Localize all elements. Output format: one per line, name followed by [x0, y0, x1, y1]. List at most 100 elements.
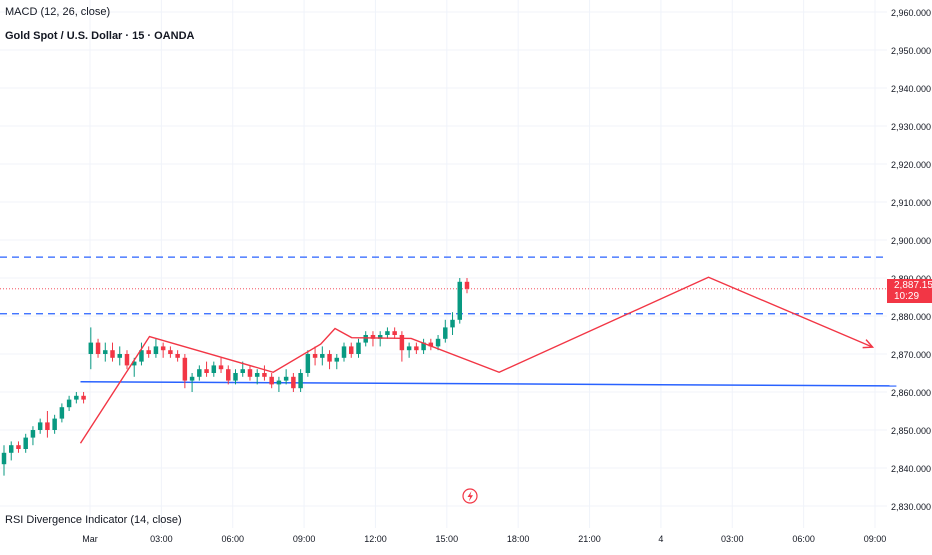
y-axis-tick-label: 2,940.000 — [891, 84, 931, 94]
candle-body — [435, 338, 441, 347]
candle-body — [117, 354, 122, 358]
candle-body — [110, 350, 115, 358]
candle-body — [341, 346, 347, 358]
y-axis-tick-label: 2,850.000 — [891, 426, 931, 436]
candle-body — [392, 331, 397, 335]
candle-body — [363, 335, 368, 343]
candle-body — [218, 365, 224, 370]
x-axis-tick-label: 09:00 — [293, 534, 316, 544]
candle-body — [16, 445, 21, 449]
bar-countdown: 10:29 — [894, 291, 920, 302]
candle-body — [312, 354, 318, 358]
candle-body — [204, 369, 209, 373]
candle-body — [247, 369, 253, 377]
x-axis-tick-label: 18:00 — [507, 534, 530, 544]
y-axis-tick-label: 2,920.000 — [891, 160, 931, 170]
candle-body — [124, 354, 130, 366]
macd-indicator-label[interactable]: MACD (12, 26, close) — [5, 6, 111, 18]
candle-body — [175, 354, 180, 358]
candle-body — [269, 376, 274, 385]
candle-body — [182, 357, 188, 381]
candle-body — [168, 350, 173, 354]
candle-body — [95, 342, 101, 354]
candle-body — [385, 331, 390, 335]
candle-body — [377, 335, 383, 339]
candle-body — [283, 376, 289, 381]
candle-body — [356, 342, 361, 354]
candle-body — [464, 281, 470, 289]
candle-body — [406, 346, 412, 351]
x-axis-tick-label: 06:00 — [792, 534, 815, 544]
candle-body — [443, 327, 448, 339]
x-axis-tick-label: 12:00 — [364, 534, 387, 544]
projection-path — [79, 276, 873, 444]
candle-body — [428, 342, 434, 347]
candle-body — [74, 395, 79, 400]
candle-body — [457, 281, 463, 320]
candle-body — [8, 445, 14, 453]
candle-body — [414, 346, 419, 351]
candle-body — [276, 380, 282, 385]
candle-body — [334, 357, 340, 362]
x-axis-tick-label: 03:00 — [150, 534, 173, 544]
candle-body — [349, 346, 354, 354]
support-trend-line — [80, 380, 897, 387]
candle-body — [139, 350, 144, 362]
candle-body — [233, 373, 238, 381]
candle-body — [298, 373, 303, 389]
candle-body — [30, 430, 36, 438]
candle-body — [291, 376, 296, 389]
x-axis-tick-label: 15:00 — [436, 534, 459, 544]
candle-body — [254, 373, 260, 377]
candle-body — [421, 342, 426, 351]
y-axis-tick-label: 2,960.000 — [891, 8, 931, 18]
lightning-icon-glyph — [467, 491, 473, 502]
x-axis-tick-label: 06:00 — [221, 534, 244, 544]
x-axis-tick-label: 21:00 — [578, 534, 601, 544]
y-axis-tick-label: 2,930.000 — [891, 122, 931, 132]
candle-body — [320, 354, 325, 358]
candle-body — [37, 422, 43, 430]
y-axis-tick-label: 2,830.000 — [891, 502, 931, 512]
candle-body — [45, 422, 50, 430]
candle-body — [197, 369, 202, 377]
x-axis-tick-label: 4 — [658, 534, 663, 544]
candle-body — [59, 407, 65, 419]
y-axis-tick-label: 2,840.000 — [891, 464, 931, 474]
candle-body — [160, 346, 166, 351]
candle-body — [226, 369, 231, 381]
candle-body — [52, 418, 57, 430]
y-axis-tick-label: 2,950.000 — [891, 46, 931, 56]
y-axis-tick-label: 2,870.000 — [891, 350, 931, 360]
candle-body — [327, 354, 332, 362]
candle-body — [88, 342, 94, 354]
candle-body — [262, 373, 267, 377]
x-axis-tick-label: Mar — [82, 534, 98, 544]
candle-body — [153, 346, 159, 354]
candle-body — [240, 369, 245, 373]
candle-body — [450, 319, 455, 328]
candle-body — [189, 376, 195, 381]
current-price-tag: 2,887.155 10:29 — [887, 279, 932, 303]
current-price-value: 2,887.155 — [894, 280, 932, 291]
y-axis-tick-label: 2,900.000 — [891, 236, 931, 246]
candle-body — [305, 354, 311, 373]
x-axis-tick-label: 03:00 — [721, 534, 744, 544]
rsi-indicator-label[interactable]: RSI Divergence Indicator (14, close) — [5, 514, 182, 526]
candle-body — [146, 350, 151, 354]
y-axis-tick-label: 2,910.000 — [891, 198, 931, 208]
y-axis-tick-label: 2,880.000 — [891, 312, 931, 322]
y-axis-tick-label: 2,860.000 — [891, 388, 931, 398]
candle-body — [103, 350, 108, 354]
candle-body — [1, 452, 7, 465]
candle-body — [131, 361, 137, 366]
candle-body — [211, 365, 217, 373]
candle-body — [370, 335, 376, 339]
candle-body — [23, 437, 28, 449]
projection-arrowhead — [862, 339, 875, 349]
symbol-title: Gold Spot / U.S. Dollar · 15 · OANDA — [5, 30, 195, 42]
candle-body — [66, 399, 72, 408]
x-axis-tick-label: 09:00 — [864, 534, 887, 544]
